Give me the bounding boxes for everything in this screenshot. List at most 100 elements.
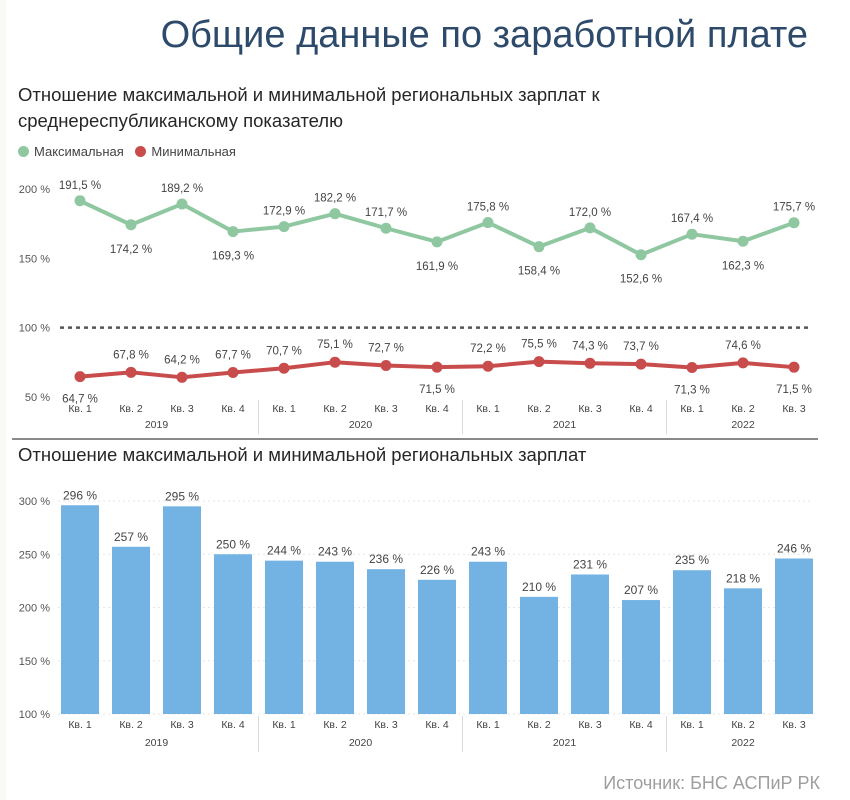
bar [520, 596, 558, 714]
point-max [788, 217, 800, 229]
x-year-label: 2019 [145, 737, 169, 749]
x-tick-label: Кв. 1 [68, 403, 92, 415]
data-label-min: 70,7 % [266, 345, 302, 357]
data-label-min: 75,1 % [317, 339, 353, 351]
data-label-max: 171,7 % [365, 207, 407, 219]
x-tick-label: Кв. 1 [272, 719, 296, 731]
bar [469, 561, 507, 714]
data-label-bar: 257 % [114, 530, 148, 544]
data-label-min: 64,7 % [62, 394, 98, 406]
bar [112, 546, 150, 714]
source-note: Источник: БНС АСПиР РК [603, 773, 820, 793]
bar [163, 506, 201, 714]
point-min [380, 360, 392, 372]
line-chart-legend: Максимальная Минимальная [18, 144, 244, 160]
point-min [74, 371, 86, 383]
x-tick-label: Кв. 1 [680, 403, 704, 415]
data-label-max: 175,8 % [467, 202, 509, 214]
point-min [329, 356, 341, 368]
y-tick-label: 150 % [19, 656, 50, 668]
y-tick-label: 250 % [19, 549, 50, 561]
bar [316, 561, 354, 714]
bar [775, 558, 813, 714]
x-tick-label: Кв. 4 [221, 719, 245, 731]
bar [622, 600, 660, 714]
point-min [788, 361, 800, 373]
point-min [176, 371, 188, 383]
x-tick-label: Кв. 4 [629, 403, 653, 415]
x-tick-label: Кв. 2 [731, 719, 755, 731]
point-min [278, 362, 290, 374]
point-max [329, 208, 341, 220]
legend-item-max: Максимальная [18, 144, 124, 159]
data-label-bar: 218 % [726, 571, 760, 585]
point-max [278, 221, 290, 233]
point-max [584, 222, 596, 234]
point-max [686, 228, 698, 240]
x-tick-label: Кв. 2 [731, 403, 755, 415]
data-label-min: 74,6 % [725, 340, 761, 352]
legend-marker-max [18, 146, 29, 157]
x-tick-label: Кв. 3 [578, 403, 602, 415]
data-label-bar: 295 % [165, 489, 199, 503]
point-min [125, 366, 137, 378]
y-tick-label: 150 % [19, 253, 50, 265]
page-edge-decoration [0, 0, 6, 800]
x-tick-label: Кв. 3 [782, 719, 806, 731]
data-label-bar: 236 % [369, 552, 403, 566]
x-tick-label: Кв. 3 [374, 403, 398, 415]
bar [418, 579, 456, 714]
data-label-max: 169,3 % [212, 251, 254, 263]
bar [571, 574, 609, 714]
data-label-bar: 244 % [267, 544, 301, 558]
data-label-bar: 246 % [777, 542, 811, 556]
legend-label-max: Максимальная [34, 144, 124, 159]
data-label-max: 167,4 % [671, 213, 713, 225]
legend-label-min: Минимальная [151, 144, 236, 159]
x-year-label: 2022 [731, 419, 755, 431]
data-label-max: 172,0 % [569, 207, 611, 219]
x-tick-label: Кв. 2 [119, 719, 143, 731]
data-label-bar: 210 % [522, 580, 556, 594]
y-tick-label: 200 % [19, 184, 50, 196]
x-tick-label: Кв. 2 [323, 403, 347, 415]
x-tick-label: Кв. 2 [527, 719, 551, 731]
x-tick-label: Кв. 2 [527, 403, 551, 415]
bar [724, 588, 762, 714]
point-max [125, 219, 137, 231]
point-min [431, 361, 443, 373]
bar-chart-title: Отношение максимальной и минимальной рег… [18, 444, 587, 465]
data-label-max: 172,9 % [263, 206, 305, 218]
point-max [227, 226, 239, 238]
point-min [227, 366, 239, 378]
data-label-bar: 250 % [216, 537, 250, 551]
x-year-label: 2021 [553, 737, 577, 749]
x-year-label: 2021 [553, 419, 577, 431]
x-tick-label: Кв. 1 [680, 719, 704, 731]
data-label-max: 191,5 % [59, 180, 101, 192]
point-min [737, 357, 749, 369]
x-tick-label: Кв. 4 [629, 719, 653, 731]
data-label-max: 189,2 % [161, 183, 203, 195]
y-tick-label: 300 % [19, 496, 50, 508]
bar [673, 570, 711, 714]
x-tick-label: Кв. 1 [68, 719, 92, 731]
data-label-min: 72,2 % [470, 343, 506, 355]
data-label-bar: 243 % [318, 545, 352, 559]
data-label-max: 174,2 % [110, 244, 152, 256]
data-label-max: 161,9 % [416, 261, 458, 273]
y-tick-label: 100 % [19, 323, 50, 335]
data-label-bar: 226 % [420, 563, 454, 577]
point-min [584, 357, 596, 369]
point-max [635, 249, 647, 261]
point-max [482, 217, 494, 229]
x-tick-label: Кв. 3 [782, 403, 806, 415]
y-tick-label: 200 % [19, 603, 50, 615]
x-tick-label: Кв. 1 [476, 403, 500, 415]
data-label-min: 75,5 % [521, 339, 557, 351]
x-tick-label: Кв. 2 [119, 403, 143, 415]
data-label-max: 162,3 % [722, 260, 764, 272]
point-max [431, 236, 443, 248]
x-year-label: 2022 [731, 737, 755, 749]
point-min [686, 361, 698, 373]
